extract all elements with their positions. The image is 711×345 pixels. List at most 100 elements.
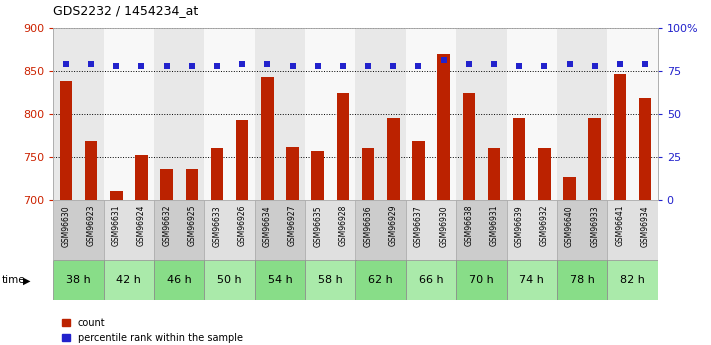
Bar (456, 260, 506, 300)
Bar (305, 200, 356, 260)
Bar (205, 200, 255, 260)
Text: GSM96930: GSM96930 (439, 205, 448, 247)
Bar (53, 260, 104, 300)
Point (513, 63, 525, 68)
Bar (638, 98, 651, 200)
Bar (104, 200, 154, 260)
Point (589, 63, 600, 68)
Text: 42 h: 42 h (117, 275, 141, 285)
Bar (463, 93, 475, 200)
Text: GSM96633: GSM96633 (213, 205, 222, 247)
Text: GSM96630: GSM96630 (61, 205, 70, 247)
Bar (311, 151, 324, 200)
Bar (255, 28, 305, 200)
Point (161, 63, 172, 68)
Point (337, 63, 348, 68)
Bar (437, 55, 450, 200)
Text: GSM96636: GSM96636 (363, 205, 373, 247)
Bar (406, 28, 456, 200)
Bar (538, 148, 550, 200)
Point (564, 61, 575, 67)
Bar (488, 148, 501, 200)
Bar (406, 260, 456, 300)
Text: 50 h: 50 h (218, 275, 242, 285)
Text: GSM96927: GSM96927 (288, 205, 297, 246)
Bar (305, 260, 356, 300)
Bar (255, 260, 305, 300)
Text: GSM96640: GSM96640 (565, 205, 574, 247)
Bar (161, 169, 173, 200)
Bar (607, 28, 658, 200)
Text: 54 h: 54 h (267, 275, 292, 285)
Point (438, 58, 449, 63)
Bar (356, 200, 406, 260)
Text: 62 h: 62 h (368, 275, 393, 285)
Text: ▶: ▶ (23, 275, 31, 285)
Bar (513, 118, 525, 200)
Text: GSM96931: GSM96931 (489, 205, 498, 246)
Bar (186, 169, 198, 200)
Bar (387, 118, 400, 200)
Bar (506, 200, 557, 260)
Bar (336, 93, 349, 200)
Point (287, 63, 298, 68)
Bar (557, 200, 607, 260)
Text: GSM96933: GSM96933 (590, 205, 599, 247)
Point (413, 63, 424, 68)
Text: 66 h: 66 h (419, 275, 444, 285)
Bar (154, 200, 205, 260)
Bar (356, 28, 406, 200)
Text: GSM96929: GSM96929 (389, 205, 397, 246)
Text: 38 h: 38 h (66, 275, 91, 285)
Text: 58 h: 58 h (318, 275, 343, 285)
Bar (362, 148, 375, 200)
Text: GSM96637: GSM96637 (414, 205, 423, 247)
Point (363, 63, 374, 68)
Bar (255, 200, 305, 260)
Text: GSM96635: GSM96635 (314, 205, 322, 247)
Bar (506, 260, 557, 300)
Bar (85, 141, 97, 200)
Bar (236, 120, 248, 200)
Bar (110, 191, 122, 200)
Point (488, 61, 500, 67)
Bar (154, 260, 205, 300)
Point (262, 61, 273, 67)
Text: GSM96923: GSM96923 (87, 205, 95, 246)
Text: time: time (1, 275, 25, 285)
Point (237, 61, 248, 67)
Point (85, 61, 97, 67)
Bar (607, 200, 658, 260)
Bar (135, 155, 148, 200)
Bar (60, 81, 73, 200)
Point (614, 61, 626, 67)
Text: GSM96928: GSM96928 (338, 205, 348, 246)
Bar (53, 200, 104, 260)
Text: 78 h: 78 h (570, 275, 594, 285)
Bar (261, 77, 274, 200)
Point (136, 63, 147, 68)
Point (639, 61, 651, 67)
Bar (563, 177, 576, 200)
Text: 82 h: 82 h (620, 275, 645, 285)
Text: GSM96638: GSM96638 (464, 205, 474, 246)
Bar (506, 28, 557, 200)
Text: GSM96634: GSM96634 (263, 205, 272, 247)
Bar (53, 28, 104, 200)
Text: GSM96631: GSM96631 (112, 205, 121, 246)
Text: GSM96924: GSM96924 (137, 205, 146, 246)
Text: GDS2232 / 1454234_at: GDS2232 / 1454234_at (53, 4, 198, 17)
Bar (456, 28, 506, 200)
Point (60, 61, 72, 67)
Bar (154, 28, 205, 200)
Bar (456, 200, 506, 260)
Text: GSM96934: GSM96934 (641, 205, 650, 247)
Text: GSM96925: GSM96925 (187, 205, 196, 246)
Text: GSM96932: GSM96932 (540, 205, 549, 246)
Point (387, 63, 399, 68)
Bar (305, 28, 356, 200)
Point (312, 63, 324, 68)
Text: 70 h: 70 h (469, 275, 493, 285)
Text: 46 h: 46 h (167, 275, 191, 285)
Point (211, 63, 223, 68)
